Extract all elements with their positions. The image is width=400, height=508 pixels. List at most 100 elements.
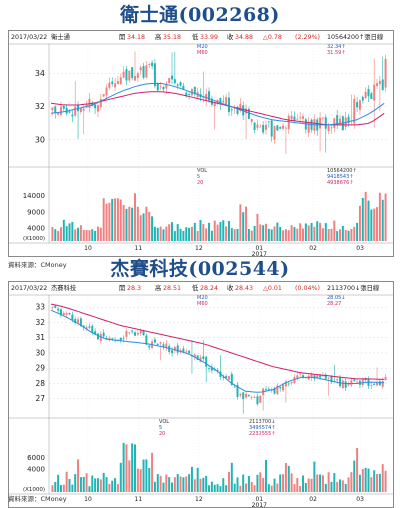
candle-body (245, 393, 248, 398)
chart1-title: 衛士通(002268) (120, 4, 280, 26)
ma60-legend-value: 31.59↑ (327, 50, 346, 56)
candle-body (213, 101, 216, 107)
candle-body (384, 376, 387, 381)
volume-bar (94, 478, 97, 492)
low-value: 33.99 (200, 34, 219, 41)
volume-bar (62, 484, 65, 492)
candle-body (57, 308, 60, 311)
volume-bar (324, 223, 327, 241)
low-label: 低 (192, 34, 199, 41)
volume-tick-label: 6000 (27, 454, 45, 462)
volume-bar (134, 444, 136, 492)
candle-body (316, 375, 319, 379)
volume-bar (236, 477, 239, 492)
candle-body (74, 319, 77, 323)
volume-bar (353, 460, 356, 492)
volume-bar (358, 205, 361, 241)
price-tick-label: 30 (35, 348, 45, 357)
vol20-legend-value: 2232555↑ (249, 431, 276, 437)
high-value: 35.18 (163, 34, 182, 41)
volume-bar (330, 481, 333, 492)
month-tick-label: 03 (356, 496, 364, 503)
candle-body (287, 115, 290, 130)
candle-body (51, 107, 54, 111)
volume-bar (77, 459, 80, 492)
volume-bar (276, 222, 279, 241)
volume-bar (227, 221, 230, 241)
candle-body (324, 374, 327, 379)
volume-bar (210, 230, 213, 241)
volume-bar (156, 474, 159, 492)
volume-bar (105, 477, 108, 492)
candle-body (199, 357, 202, 362)
volume-bar (54, 481, 57, 492)
volume-bar (302, 475, 304, 492)
volume-bar (381, 464, 384, 492)
volume-bar (361, 468, 364, 492)
volume-bar (196, 467, 199, 492)
candle-body (54, 106, 57, 113)
volume-bar (319, 222, 322, 241)
volume-bar (88, 486, 91, 492)
low-label: 低 (192, 285, 199, 292)
volume-bar (208, 485, 211, 492)
volume-bar (276, 483, 279, 492)
open-value: 28.3 (127, 285, 142, 292)
volume-bar (239, 485, 242, 492)
candle-body (225, 376, 228, 379)
candle-body (68, 313, 71, 315)
change-value: △0.78 (263, 34, 282, 41)
candle-body (182, 85, 185, 90)
candle-body (378, 381, 381, 386)
volume-bar (284, 229, 287, 241)
volume-bar (327, 229, 330, 241)
volume-bar (190, 226, 193, 241)
vol5-legend-label: 5 (159, 425, 163, 431)
volume-bar (213, 484, 216, 492)
candle-body (59, 309, 62, 316)
candle-body (236, 107, 239, 114)
volume-bar (282, 230, 285, 241)
volume-bar (264, 223, 267, 241)
close-label: 收 (227, 285, 234, 292)
candle-body (361, 378, 364, 385)
candle-body (82, 325, 85, 328)
candle-body (242, 392, 245, 400)
volume-bar (99, 227, 102, 241)
volume-bar (82, 476, 85, 492)
candle-body (188, 94, 191, 95)
candle-body (139, 330, 142, 334)
volume-bar (216, 484, 219, 492)
stock-name: 衛士通 (51, 34, 70, 41)
candle-body (350, 380, 353, 386)
candle-body (91, 325, 94, 333)
candle-body (225, 97, 228, 105)
volume-bar (262, 225, 265, 241)
candle-body (247, 108, 250, 119)
candle-body (165, 343, 168, 348)
volume-tick-label: 9000 (27, 208, 45, 216)
candle-body (196, 355, 199, 361)
vol20-legend-label: 20 (197, 180, 204, 186)
candle-body (239, 393, 242, 396)
candle-body (108, 337, 111, 339)
candle-body (373, 383, 376, 385)
volume-bar (85, 229, 88, 241)
candle-body (162, 344, 165, 347)
volume-bar (259, 224, 262, 241)
candle-body (62, 105, 65, 109)
high-label: 高 (155, 34, 162, 41)
volume-info: 2113700↓張日線 (327, 285, 380, 292)
volume-bar (304, 483, 307, 492)
volume-bar (330, 228, 333, 241)
price-tick-label: 32 (35, 318, 45, 327)
volume-bar (376, 207, 379, 241)
volume-bar (296, 478, 299, 492)
candle-body (159, 86, 162, 88)
candle-body (54, 305, 57, 308)
volume-bar (384, 470, 387, 492)
volume-bar (356, 222, 359, 241)
volume-bar (148, 211, 151, 241)
candle-body (116, 81, 119, 85)
volume-bar (304, 223, 307, 241)
